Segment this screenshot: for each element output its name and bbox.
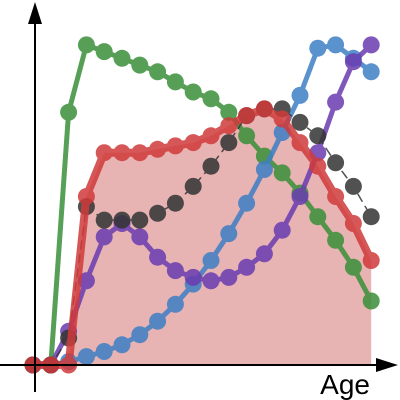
series-4-point-9 (184, 134, 202, 152)
series-3-point-7 (149, 204, 167, 222)
series-0-point-2 (60, 103, 78, 121)
series-1-point-7 (149, 312, 167, 330)
y-axis-arrow (28, 2, 42, 24)
series-0-point-17 (327, 231, 345, 249)
series-2-point-7 (149, 248, 167, 266)
series-1-point-8 (166, 295, 184, 313)
series-0-point-12 (238, 127, 256, 145)
series-3-point-8 (166, 194, 184, 212)
series-1-point-5 (113, 336, 131, 354)
series-1-point-16 (309, 39, 327, 57)
series-3-point-19 (362, 208, 380, 226)
series-0-point-6 (131, 56, 149, 74)
series-2-point-17 (327, 93, 345, 111)
series-1-point-12 (238, 194, 256, 212)
series-4-point-10 (202, 127, 220, 145)
series-4-point-7 (149, 140, 167, 158)
series-0-point-18 (344, 258, 362, 276)
series-4-point-15 (291, 134, 309, 152)
series-2-point-14 (273, 221, 291, 239)
series-4-point-5 (113, 144, 131, 162)
series-4-point-14 (273, 110, 291, 128)
series-0-point-8 (166, 73, 184, 91)
series-2-point-6 (131, 228, 149, 246)
series-2-point-10 (202, 272, 220, 290)
axes (0, 2, 398, 392)
series-3-point-17 (327, 154, 345, 172)
series-1-point-4 (95, 343, 113, 360)
series-0-point-10 (202, 90, 220, 108)
series-1-point-11 (220, 225, 238, 243)
series-0-point-14 (273, 164, 291, 182)
series-4-point-12 (238, 107, 256, 125)
series-0-point-3 (77, 36, 95, 54)
series-3-point-10 (202, 157, 220, 175)
series-2-point-18 (344, 53, 362, 71)
series-3-point-9 (184, 177, 202, 195)
series-4 (24, 100, 380, 374)
series-2-point-13 (255, 245, 273, 263)
series-0-point-4 (95, 43, 113, 61)
series-3-point-11 (220, 134, 238, 152)
series-3 (24, 100, 380, 374)
series-1-point-19 (362, 63, 380, 81)
series-2-point-12 (238, 258, 256, 276)
series-0-point-7 (149, 63, 167, 81)
series-1-point-3 (77, 348, 95, 366)
series-1-point-15 (291, 86, 309, 104)
series-3-point-6 (131, 211, 149, 229)
series-1-point-17 (327, 36, 345, 54)
series-layer (24, 36, 380, 374)
series-2-point-9 (184, 268, 202, 286)
series-0-point-16 (309, 208, 327, 226)
series-2-point-11 (220, 268, 238, 286)
series-2-point-15 (291, 188, 309, 205)
series-2-point-3 (77, 272, 95, 290)
series-2-point-19 (362, 36, 380, 54)
series-4-point-17 (327, 188, 345, 205)
series-2-point-4 (95, 228, 113, 246)
series-4-point-4 (95, 144, 113, 162)
series-0-point-19 (362, 292, 380, 310)
series-4-point-16 (309, 157, 327, 175)
series-4-point-18 (344, 215, 362, 232)
series-3-point-4 (95, 211, 113, 229)
series-4-point-19 (362, 252, 380, 269)
series-2-point-8 (166, 262, 184, 280)
series-0-point-9 (184, 83, 202, 101)
series-1-point-13 (255, 161, 273, 178)
x-axis-arrow (376, 358, 398, 372)
series-3-point-18 (344, 177, 362, 195)
series-1-point-6 (131, 326, 149, 344)
series-1-point-10 (202, 252, 220, 269)
series-4-point-8 (166, 137, 184, 155)
series-4-point-13 (255, 100, 273, 118)
series-3-point-5 (113, 211, 131, 229)
series-4-point-11 (220, 117, 238, 135)
series-4-point-3 (77, 188, 95, 205)
series-0-point-5 (113, 49, 131, 67)
series-4-point-6 (131, 144, 149, 162)
series-3-point-15 (291, 113, 309, 131)
series-0-point-11 (220, 103, 238, 121)
x-axis-label: Age (320, 369, 370, 400)
series-3-point-16 (309, 127, 327, 145)
